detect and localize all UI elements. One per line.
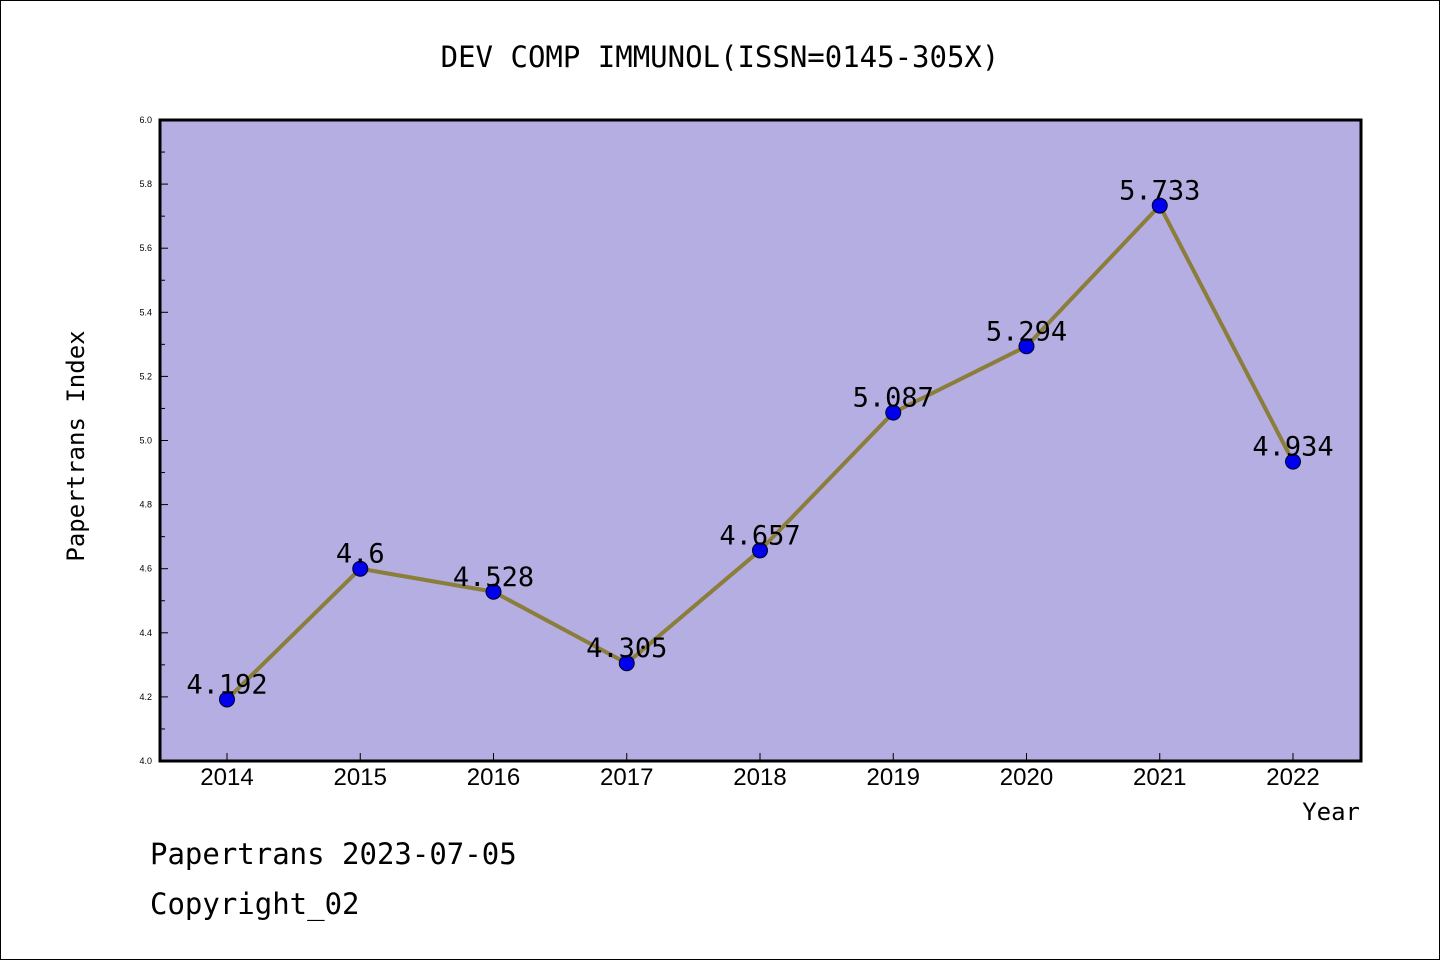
data-label: 5.087 — [853, 383, 934, 414]
y-tick-label: 5.6 — [139, 243, 152, 253]
x-tick-label: 2022 — [1266, 764, 1319, 791]
y-tick-label: 6.0 — [139, 115, 152, 125]
data-label: 4.934 — [1252, 432, 1333, 463]
y-tick-label: 4.8 — [139, 500, 152, 510]
x-tick-label: 2021 — [1133, 764, 1186, 791]
y-tick-label: 4.2 — [139, 692, 152, 702]
x-tick-label: 2018 — [733, 764, 786, 791]
data-label: 4.6 — [336, 539, 385, 570]
y-tick-label: 5.4 — [139, 307, 152, 317]
data-point — [885, 404, 902, 421]
x-tick-label: 2014 — [200, 764, 253, 791]
y-tick-label: 5.2 — [139, 371, 152, 381]
x-tick-label: 2020 — [1000, 764, 1053, 791]
data-point — [1151, 197, 1168, 214]
data-label: 4.305 — [586, 633, 667, 664]
data-label: 4.528 — [453, 562, 534, 593]
y-tick-label: 4.6 — [139, 564, 152, 574]
data-label: 5.294 — [986, 316, 1067, 347]
data-point — [1285, 453, 1301, 470]
series-line-group: 4.192 4.6 4.528 4.305 4.657 5.087 5.294 5.733 4.… — [186, 176, 1334, 708]
y-axis-label: Papertrans Index — [62, 330, 90, 561]
x-tick-label: 2015 — [334, 764, 387, 791]
data-point — [752, 542, 768, 559]
data-label: 4.192 — [186, 669, 267, 700]
data-point — [1018, 338, 1035, 355]
data-point — [219, 691, 235, 708]
y-tick-label: 5.0 — [139, 436, 152, 446]
footer-date: Papertrans 2023-07-05 — [150, 837, 517, 871]
plot-area — [158, 118, 1363, 763]
data-label: 4.657 — [719, 520, 800, 551]
x-axis-label: Year — [1302, 798, 1360, 826]
x-tick-label: 2016 — [467, 764, 520, 791]
x-tick-label: 2019 — [867, 764, 920, 791]
data-point — [485, 583, 502, 600]
x-tick-label: 2017 — [600, 764, 653, 791]
chart-title: DEV COMP IMMUNOL(ISSN=0145-305X) — [441, 40, 1000, 74]
data-point — [618, 655, 635, 672]
footer-copyright: Copyright_02 — [150, 887, 360, 922]
data-label: 5.733 — [1119, 176, 1200, 207]
y-axis: 4.0 4.2 4.4 4.6 4.8 5.0 5.2 5.4 5.6 5.8 6.0 — [139, 115, 168, 766]
y-tick-label: 4.4 — [139, 628, 152, 638]
y-tick-label: 5.8 — [139, 179, 152, 189]
data-point — [352, 560, 369, 577]
y-tick-label: 4.0 — [139, 756, 152, 766]
x-axis: 2014 2015 2016 2017 2018 2019 2020 2021 2022 — [200, 753, 1320, 791]
